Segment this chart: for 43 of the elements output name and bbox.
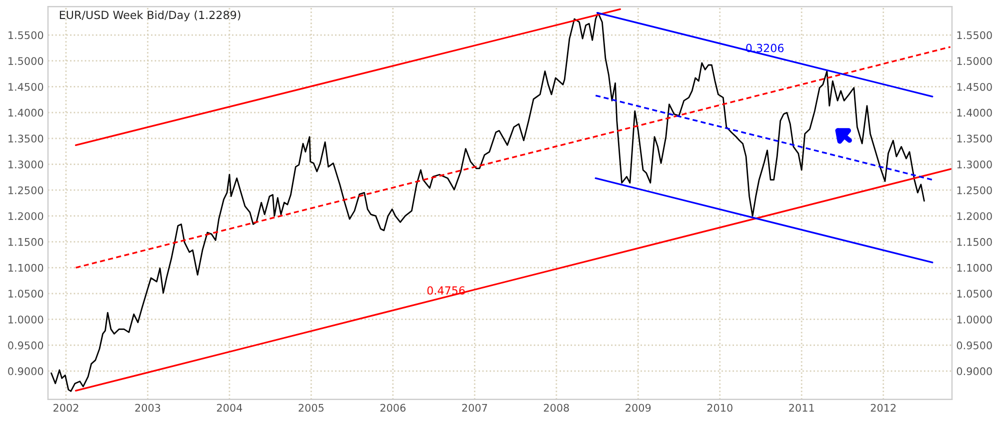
y2-tick-label: 1.0500 (957, 290, 992, 298)
x-tick-label: 2007 (462, 404, 488, 412)
y2-tick-label: 0.9000 (956, 367, 992, 376)
y-tick-label: 1.1500 (8, 238, 44, 246)
y2-tick-label: 1.4000 (957, 108, 992, 117)
x-tick-label: 2012 (870, 404, 896, 412)
y2-tick-label: 1.4500 (957, 82, 992, 91)
y2-tick-label: 1.5000 (957, 57, 992, 65)
x-tick-label: 2008 (544, 404, 569, 412)
y-tick-label: 0.9500 (8, 341, 44, 350)
x-tick-label: 2010 (707, 404, 732, 412)
y2-tick-label: 1.0000 (957, 316, 992, 324)
y2-tick-label: 1.3000 (957, 160, 992, 168)
y-tick-label: 1.0500 (8, 290, 44, 298)
y-tick-label: 1.3500 (8, 134, 44, 143)
x-tick-label: 2004 (216, 404, 242, 412)
y-tick-label: 0.9000 (8, 367, 44, 376)
y2-tick-label: 0.9500 (956, 341, 992, 350)
y-tick-label: 1.4500 (8, 82, 44, 91)
y2-tick-label: 1.1000 (957, 264, 992, 272)
y2-tick-label: 1.2000 (957, 212, 992, 220)
y2-tick-label: 1.3500 (957, 134, 992, 143)
y-tick-label: 1.1000 (8, 264, 44, 272)
y2-tick-label: 1.5500 (957, 31, 992, 40)
y-tick-label: 1.0000 (8, 316, 44, 324)
y2-tick-label: 1.2500 (957, 186, 992, 194)
y-tick-label: 1.5000 (8, 57, 44, 65)
y-tick-label: 1.2500 (8, 186, 44, 194)
x-tick-label: 2009 (626, 404, 651, 412)
line-series (50, 12, 925, 392)
x-tick-label: 2005 (298, 404, 324, 412)
y-tick-label: 1.4000 (8, 108, 44, 117)
x-tick-label: 2002 (53, 404, 78, 412)
chart-title: EUR/USD Week Bid/Day (1.2289) (60, 10, 240, 22)
y2-tick-label: 1.1500 (957, 238, 992, 246)
y-tick-label: 1.5500 (8, 31, 44, 40)
y-tick-label: 1.2000 (8, 212, 44, 220)
y-tick-label: 1.3000 (8, 160, 44, 168)
x-tick-label: 2006 (380, 404, 406, 412)
annotation: 0.3206 (746, 44, 784, 52)
x-tick-label: 2011 (789, 404, 814, 412)
x-tick-label: 2003 (135, 404, 160, 412)
annotation: 0.4756 (427, 286, 465, 295)
